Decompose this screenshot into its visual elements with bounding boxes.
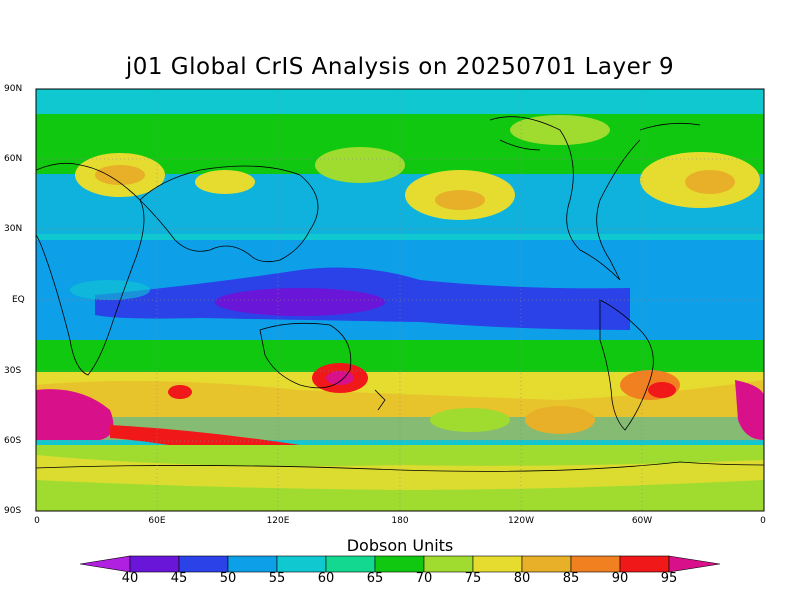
colorbar-tick-50: 50	[219, 571, 237, 586]
high-north-atlantic-core	[685, 170, 735, 194]
lon-label-120w: 120W	[507, 516, 535, 526]
colorbar-seg-lt40	[79, 555, 131, 573]
lat-label-90s: 90S	[4, 506, 22, 516]
high-south-atlantic	[36, 389, 114, 440]
high-central-asia	[195, 170, 255, 194]
lat-label-eq: EQ	[12, 295, 25, 305]
graticule	[36, 89, 764, 511]
colorbar-tick-55: 55	[268, 571, 286, 586]
lat-label-30s: 30S	[4, 366, 22, 376]
colorbar-seg-80	[521, 555, 572, 573]
colorbar-title: Dobson Units	[346, 536, 454, 555]
colorbar-tick-60: 60	[317, 571, 335, 586]
colorbar-seg-gt95	[668, 555, 721, 573]
lat-label-60s: 60S	[4, 436, 22, 446]
colorbar-seg-65	[374, 555, 425, 573]
colorbar-seg-55	[276, 555, 327, 573]
high-east-atlantic	[735, 380, 764, 440]
lat-label-30n: 30N	[4, 224, 23, 234]
colorbar-tick-95: 95	[660, 571, 678, 586]
map-frame	[35, 88, 765, 512]
lon-label-180: 180	[391, 516, 409, 526]
high-north-africa-core	[95, 165, 145, 185]
coastlines	[36, 116, 764, 472]
colorbar-seg-85	[570, 555, 621, 573]
lat-label-60n: 60N	[4, 154, 23, 164]
colorbar-seg-40	[129, 555, 180, 573]
colorbar-tick-90: 90	[611, 571, 629, 586]
colorbar-tick-75: 75	[464, 571, 482, 586]
colorbar-seg-90	[619, 555, 670, 573]
high-north-pacific-core	[435, 190, 485, 210]
colorbar-seg-60	[325, 555, 376, 573]
lat-label-90n: 90N	[4, 84, 23, 94]
lon-label-60e: 60E	[148, 516, 166, 526]
equatorial-low-core	[215, 288, 385, 316]
colorbar-tick-45: 45	[170, 571, 188, 586]
colorbar-tick-40: 40	[121, 571, 139, 586]
lon-label-60w: 60W	[631, 516, 653, 526]
colorbar-seg-75	[472, 555, 523, 573]
colorbar-tick-70: 70	[415, 571, 433, 586]
colorbar-tick-65: 65	[366, 571, 384, 586]
colorbar-seg-50	[227, 555, 278, 573]
page-title: j01 Global CrIS Analysis on 20250701 Lay…	[125, 54, 675, 80]
colorbar-seg-70	[423, 555, 474, 573]
colorbar-tick-80: 80	[513, 571, 531, 586]
colorbar	[79, 555, 721, 573]
colorbar-tick-85: 85	[562, 571, 580, 586]
colorbar-seg-45	[178, 555, 229, 573]
high-east-asia	[315, 147, 405, 183]
lon-label-0-right: 0	[760, 516, 766, 526]
lon-label-0-left: 0	[34, 516, 40, 526]
lon-label-120e: 120E	[266, 516, 290, 526]
